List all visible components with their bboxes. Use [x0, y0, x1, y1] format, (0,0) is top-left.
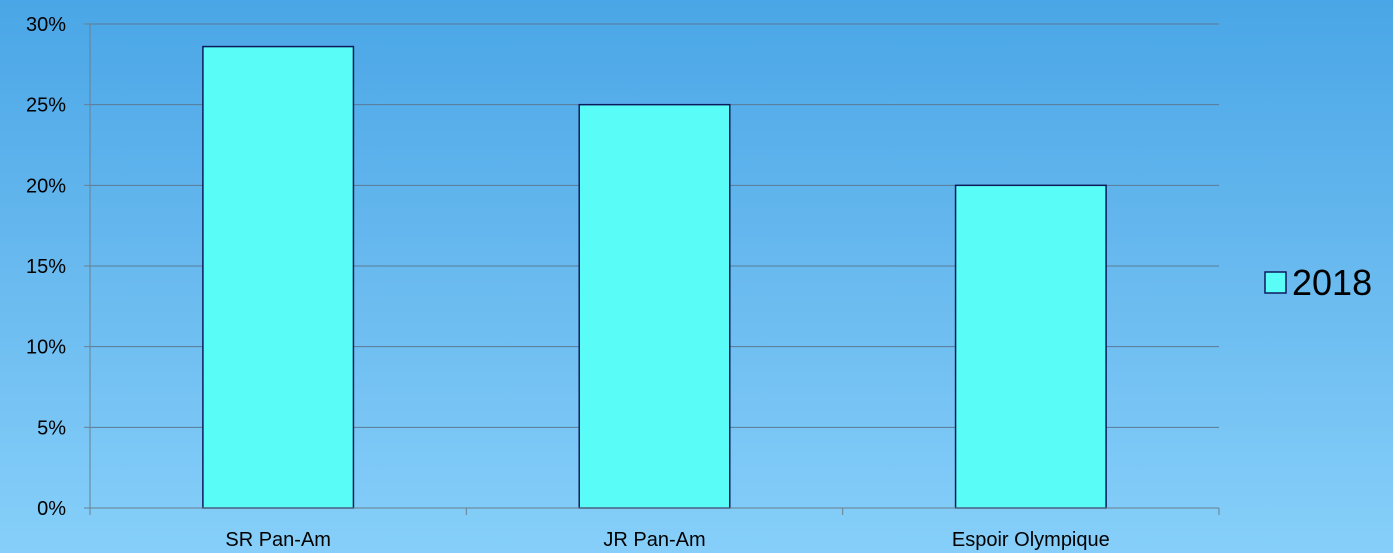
x-axis-tick-labels: SR Pan-Am JR Pan-Am Espoir Olympique [225, 529, 1109, 551]
x-tick-label: SR Pan-Am [225, 529, 331, 551]
y-axis-tick-labels: 0% 5% 10% 15% 20% 25% 30% [26, 14, 66, 520]
bar-sr-pan-am [202, 45, 355, 509]
y-tick-label: 20% [26, 175, 66, 197]
legend-label: 2018 [1292, 262, 1372, 303]
y-tick-label: 0% [37, 498, 66, 520]
x-tick-label: JR Pan-Am [603, 529, 705, 551]
legend: 2018 [1264, 262, 1372, 303]
bar-espoir-olympique [954, 184, 1107, 509]
y-tick-label: 10% [26, 337, 66, 359]
bar-jr-pan-am [578, 103, 731, 509]
axes [84, 23, 1220, 515]
y-tick-label: 15% [26, 256, 66, 278]
legend-swatch [1264, 271, 1287, 294]
bars [202, 45, 1107, 509]
y-tick-label: 5% [37, 417, 66, 439]
x-tick-label: Espoir Olympique [952, 529, 1110, 551]
y-tick-label: 30% [26, 14, 66, 36]
y-tick-label: 25% [26, 95, 66, 117]
